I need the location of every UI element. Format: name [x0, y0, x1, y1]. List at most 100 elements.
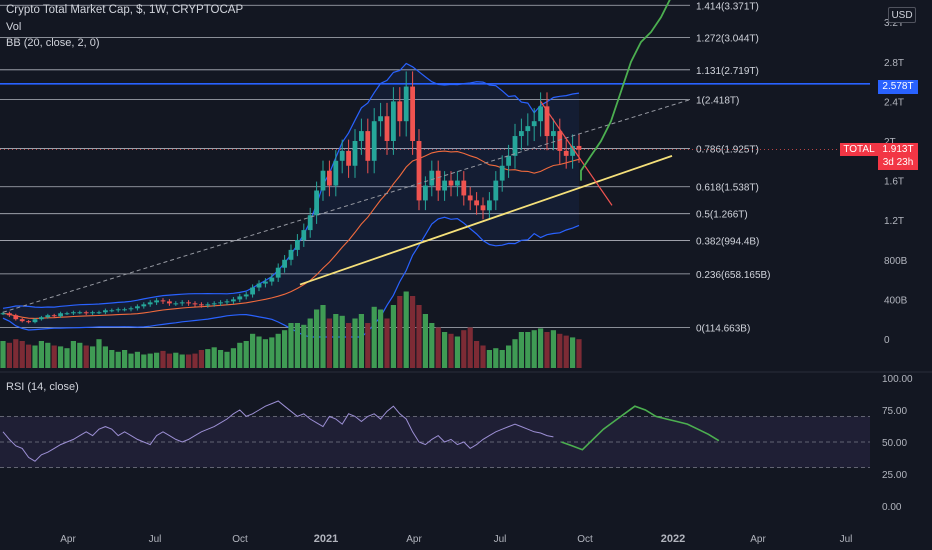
volume-bar-44 [282, 330, 288, 368]
rsi-projection [561, 405, 720, 451]
candle-body-0 [0, 313, 6, 315]
bb-basis [2, 150, 580, 319]
volume-bar-82 [525, 332, 531, 368]
price-tick-3: 2T [884, 137, 896, 148]
volume-bar-17 [109, 350, 115, 368]
candle-body-45 [288, 249, 294, 260]
rsi-pane: 100.00 75.00 50.00 25.00 0.00 [0, 371, 932, 513]
bollinger-legend[interactable]: BB (20, close, 2, 0) [6, 37, 100, 49]
time-tick-1: Jul [149, 534, 162, 545]
volume-bar-80 [512, 339, 518, 368]
candle-body-67 [429, 170, 435, 186]
candle-body-5 [32, 319, 38, 323]
candle-body-38 [243, 294, 249, 297]
volume-bar-5 [32, 345, 38, 368]
candle-body-7 [45, 315, 51, 318]
time-tick-4: Apr [406, 534, 422, 545]
volume-bar-73 [467, 327, 473, 368]
candle-body-70 [448, 180, 454, 186]
last-price-value: 1.913T [882, 144, 914, 155]
candle-body-62 [397, 101, 403, 122]
volume-bar-40 [256, 336, 262, 368]
time-tick-5: Jul [494, 534, 507, 545]
volume-bar-90 [576, 339, 582, 368]
candle-body-1 [7, 313, 12, 316]
candle-body-63 [403, 86, 409, 122]
volume-bar-41 [262, 339, 268, 368]
price-tick-0: 3.2T [884, 18, 904, 29]
candle-body-55 [352, 141, 358, 166]
price-tick-7: 400B [884, 295, 908, 306]
volume-bar-6 [38, 341, 44, 368]
candle-body-13 [83, 312, 89, 314]
candle-body-16 [103, 310, 108, 313]
candle-body-4 [26, 321, 31, 323]
volume-bar-27 [173, 352, 179, 368]
candle-body-49 [314, 190, 319, 216]
volume-bar-77 [493, 348, 499, 368]
volume-bar-23 [147, 353, 153, 368]
candle-body-28 [179, 302, 185, 304]
price-tick-8: 0 [884, 335, 890, 346]
rsi-tick-1: 75.00 [882, 406, 907, 417]
volume-bar-51 [326, 318, 332, 368]
rsi-line [2, 400, 554, 462]
candle-body-61 [391, 101, 396, 141]
fib-label-0: 1.414(3.371T) [696, 1, 759, 12]
candle-body-52 [333, 160, 339, 186]
candle-body-87 [557, 131, 563, 151]
volume-bar-87 [557, 333, 563, 368]
time-tick-9: Jul [840, 534, 853, 545]
fib-label-6: 0.5(1.266T) [696, 210, 748, 221]
candle-body-37 [237, 296, 243, 300]
candle-body-77 [493, 180, 499, 201]
volume-bar-18 [115, 351, 121, 368]
volume-bar-68 [435, 327, 441, 368]
time-tick-6: Oct [577, 534, 593, 545]
candle-body-85 [544, 106, 550, 137]
candles [0, 71, 582, 324]
candle-body-79 [506, 155, 511, 166]
candle-body-40 [256, 283, 262, 288]
volume-bar-67 [429, 323, 435, 368]
rsi-legend[interactable]: RSI (14, close) [6, 381, 79, 393]
currency-button[interactable]: USD [888, 7, 916, 23]
candle-body-86 [551, 131, 556, 137]
candle-body-21 [135, 306, 140, 309]
volume-bar-71 [454, 336, 460, 368]
candle-body-27 [173, 303, 179, 305]
candle-body-3 [19, 319, 25, 322]
volume-bar-78 [499, 350, 505, 368]
volume-bar-20 [128, 353, 134, 368]
volume-bar-86 [550, 330, 556, 368]
volume-bar-14 [90, 346, 96, 368]
candle-body-43 [275, 267, 281, 278]
volume-bar-62 [397, 296, 403, 368]
candle-body-15 [96, 312, 102, 314]
candle-body-48 [307, 215, 313, 231]
volume-bar-65 [416, 305, 422, 368]
support-trendline [299, 154, 673, 286]
volume-bar-34 [218, 350, 224, 368]
candle-body-31 [199, 304, 204, 306]
chart-title: Crypto Total Market Cap, $, 1W, CRYPTOCA… [6, 4, 244, 16]
resistance-trendline [540, 101, 613, 206]
candle-body-71 [455, 180, 460, 186]
candle-body-74 [474, 200, 479, 206]
volume-bar-58 [371, 306, 377, 368]
volume-bar-21 [134, 351, 140, 368]
volume-bar-28 [179, 354, 185, 368]
bollinger-bands [2, 62, 580, 338]
volume-bar-76 [486, 350, 492, 368]
volume-bar-29 [186, 354, 192, 368]
volume-legend[interactable]: Vol [6, 21, 22, 33]
volume-bars [0, 291, 582, 368]
volume-bar-11 [70, 341, 76, 368]
time-tick-3: 2021 [314, 533, 338, 545]
candle-body-51 [327, 170, 332, 186]
time-tick-2: Oct [232, 534, 248, 545]
candle-body-88 [563, 150, 569, 156]
drawings [2, 0, 691, 313]
symbol-badge: TOTAL [840, 143, 878, 156]
